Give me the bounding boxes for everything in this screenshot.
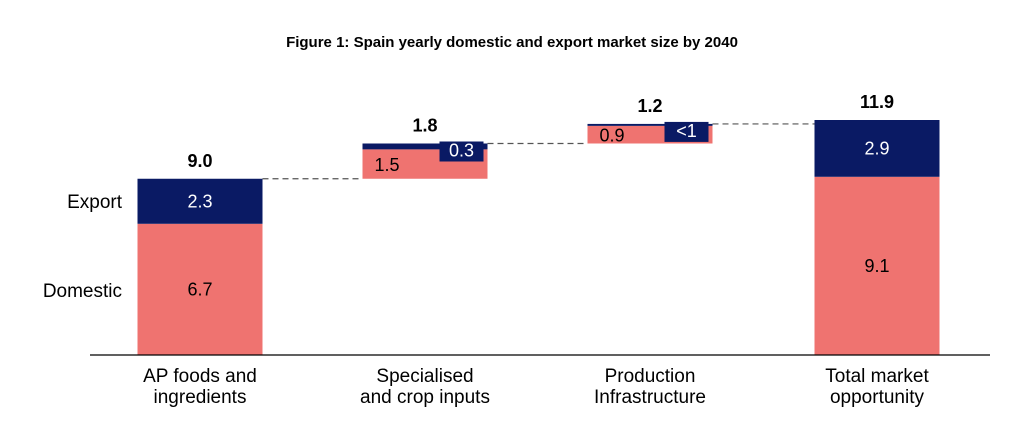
bar-domestic-1 — [137, 223, 263, 355]
category-label-2-line-1: Specialised — [376, 366, 473, 387]
export-label-4: 2.9 — [864, 138, 889, 158]
domestic-label-1: 6.7 — [187, 279, 212, 299]
export-badge-2 — [439, 141, 484, 162]
category-label-2-line-2: and crop inputs — [360, 387, 490, 408]
legend-domestic: Domestic — [43, 281, 122, 302]
bar-export-4 — [814, 120, 940, 177]
total-label-4: 11.9 — [860, 92, 894, 112]
bar-export-3 — [587, 123, 713, 126]
bar-domestic-4 — [814, 176, 940, 355]
export-badge-3 — [664, 121, 709, 142]
category-label-3-line-1: Production — [605, 366, 696, 387]
export-label-1: 2.3 — [187, 191, 212, 211]
total-label-1: 9.0 — [187, 151, 212, 171]
category-label-3-line-2: Infrastructure — [594, 387, 706, 408]
domestic-label-3: 0.9 — [600, 126, 625, 146]
total-label-3: 1.2 — [637, 96, 662, 116]
domestic-label-2: 1.5 — [375, 155, 400, 175]
export-label-3: <1 — [676, 121, 697, 141]
category-label-1-line-2: ingredients — [154, 387, 247, 408]
bar-export-2 — [362, 143, 488, 150]
bar-export-1 — [137, 178, 263, 224]
total-label-2: 1.8 — [412, 116, 437, 136]
chart-title: Figure 1: Spain yearly domestic and expo… — [286, 34, 738, 51]
category-label-4-line-1: Total market — [825, 366, 929, 387]
domestic-label-4: 9.1 — [864, 256, 889, 276]
category-label-4-line-2: opportunity — [830, 387, 925, 408]
legend-export: Export — [67, 192, 123, 213]
export-label-2: 0.3 — [449, 141, 474, 161]
category-label-1-line-1: AP foods and — [143, 366, 257, 387]
